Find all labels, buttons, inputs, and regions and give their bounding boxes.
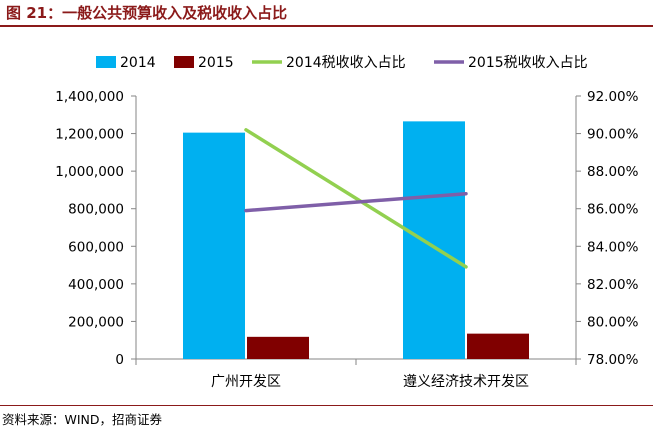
line-series-2014税收收入占比 bbox=[244, 128, 468, 269]
left-tick-label: 0 bbox=[115, 352, 124, 368]
title-divider bbox=[0, 25, 653, 27]
left-tick-label: 1,400,000 bbox=[55, 89, 124, 105]
legend-label: 2015 bbox=[198, 55, 234, 71]
category-label: 广州开发区 bbox=[211, 374, 281, 390]
bar-2014 bbox=[403, 121, 465, 359]
legend-label: 2015税收收入占比 bbox=[468, 55, 588, 71]
right-tick-label: 80.00% bbox=[587, 314, 639, 330]
bar-2014 bbox=[183, 132, 245, 359]
legend-label: 2014 bbox=[120, 55, 156, 71]
left-tick-label: 1,200,000 bbox=[55, 127, 124, 143]
right-tick-label: 86.00% bbox=[587, 202, 639, 218]
lines bbox=[244, 128, 468, 269]
legend: 2014 2015 2014税收收入占比 2015税收收入占比 bbox=[96, 55, 588, 71]
left-tick-label: 200,000 bbox=[68, 314, 124, 330]
chart-title: 图 21：一般公共预算收入及税收收入占比 bbox=[6, 4, 288, 22]
line-series-2015税收收入占比 bbox=[244, 191, 468, 213]
legend-swatch-2014 bbox=[96, 56, 116, 68]
left-tick-label: 400,000 bbox=[68, 277, 124, 293]
legend-label: 2014税收收入占比 bbox=[286, 55, 406, 71]
right-tick-label: 88.00% bbox=[587, 164, 639, 180]
right-tick-label: 90.00% bbox=[587, 127, 639, 143]
source-divider bbox=[0, 405, 653, 406]
right-tick-label: 84.00% bbox=[587, 239, 639, 255]
source-note: 资料来源：WIND，招商证券 bbox=[2, 412, 163, 427]
bar-2015 bbox=[247, 336, 309, 359]
right-tick-label: 82.00% bbox=[587, 277, 639, 293]
bars bbox=[183, 121, 529, 359]
bar-2015 bbox=[467, 333, 529, 359]
left-tick-label: 600,000 bbox=[68, 239, 124, 255]
category-label: 遵义经济技术开发区 bbox=[403, 373, 529, 390]
right-tick-label: 92.00% bbox=[587, 89, 639, 105]
left-tick-label: 800,000 bbox=[68, 202, 124, 218]
right-tick-label: 78.00% bbox=[587, 352, 639, 368]
axes: 0 200,000 400,000 600,000 800,000 1,000,000 1,… bbox=[55, 89, 638, 390]
left-tick-label: 1,000,000 bbox=[55, 164, 124, 180]
legend-swatch-2015 bbox=[174, 56, 194, 68]
chart: 2014 2015 2014税收收入占比 2015税收收入占比 0 200,000 400… bbox=[55, 55, 638, 390]
